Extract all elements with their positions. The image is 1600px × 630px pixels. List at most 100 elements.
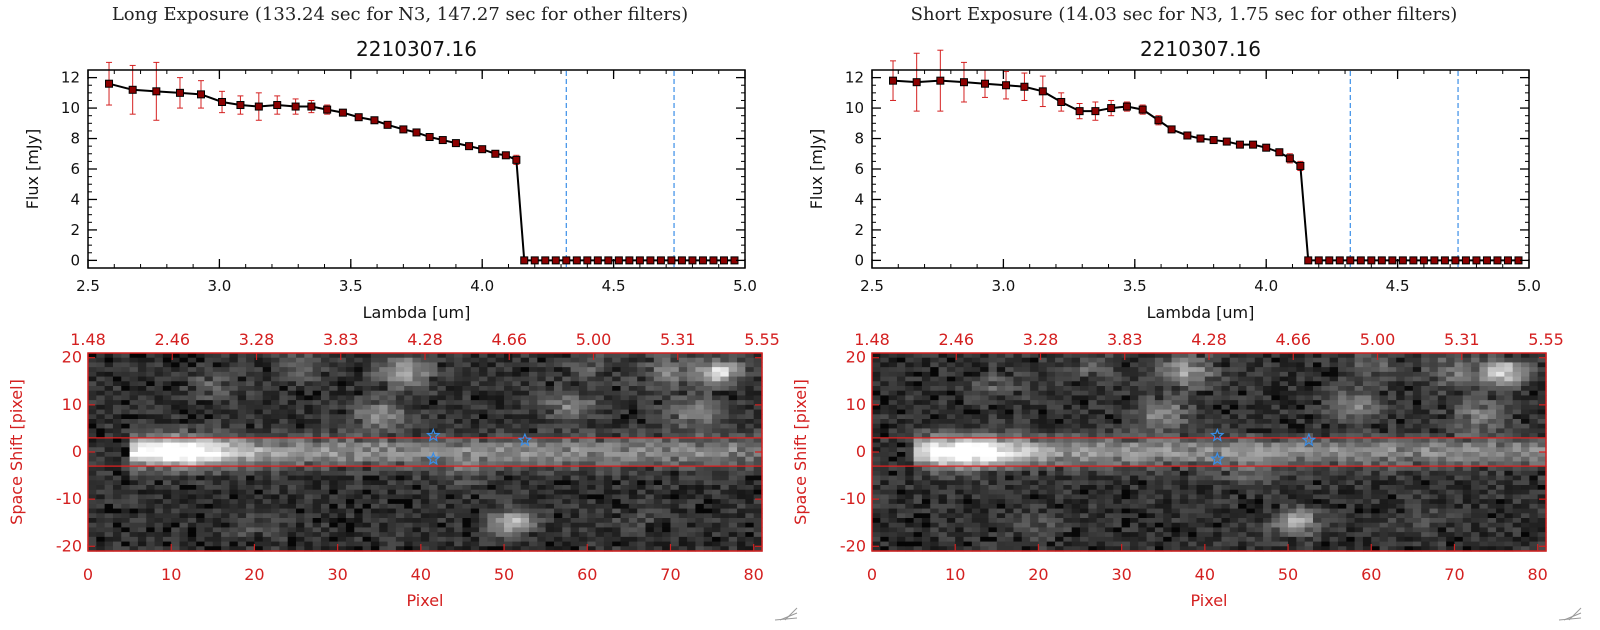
heatmap-cell — [553, 404, 563, 411]
heatmap-cell — [703, 536, 713, 543]
heatmap-cell — [988, 404, 998, 411]
heatmap-cell — [913, 376, 923, 382]
heatmap-cell — [470, 503, 480, 510]
heatmap-cell — [271, 508, 280, 514]
heatmap-cell — [1038, 362, 1048, 368]
heatmap-cell — [955, 414, 965, 420]
heatmap-cell — [570, 414, 580, 420]
heatmap-cell — [437, 390, 447, 397]
heatmap-cell — [938, 437, 948, 444]
heatmap-cell — [271, 400, 280, 406]
heatmap-cell — [980, 423, 990, 430]
heatmap-cell — [595, 437, 605, 444]
flux-point — [1183, 131, 1192, 140]
heatmap-cell — [703, 494, 713, 500]
heatmap-cell — [112, 437, 122, 444]
heatmap-cell — [354, 536, 364, 543]
heatmap-cell — [905, 508, 915, 514]
heatmap-cell — [196, 532, 206, 538]
heatmap-cell — [137, 485, 147, 491]
heatmap-cell — [420, 475, 430, 481]
heatmap-cell — [329, 466, 339, 472]
heatmap-cell — [946, 466, 956, 472]
heatmap-cell — [470, 518, 480, 524]
heatmap-cell — [329, 475, 339, 481]
heatmap-cell — [753, 536, 763, 543]
heatmap-cell — [587, 456, 597, 463]
heatmap-cell — [88, 371, 97, 378]
heatmap-cell — [395, 376, 405, 382]
heatmap-cell — [88, 489, 97, 496]
heatmap-cell — [578, 489, 588, 496]
resize-grip-icon[interactable] — [774, 607, 798, 621]
heatmap-cell — [678, 541, 688, 547]
heatmap-cell — [712, 433, 721, 439]
heatmap-cell — [279, 386, 289, 392]
heatmap-cell — [628, 357, 638, 364]
heatmap-cell — [121, 414, 131, 420]
heatmap-cell — [370, 395, 380, 401]
heatmap-cell — [487, 390, 497, 397]
heatmap-cell — [712, 466, 721, 472]
heatmap-cell — [1055, 494, 1064, 500]
heatmap-cell — [404, 381, 414, 387]
heatmap-cell — [362, 522, 372, 529]
heatmap-cell — [221, 367, 231, 373]
heatmap-cell — [512, 390, 522, 397]
heatmap-cell — [395, 404, 405, 411]
heatmap-cell — [229, 536, 239, 543]
heatmap-cell — [930, 489, 940, 496]
heatmap-cell — [1030, 461, 1040, 467]
heatmap-cell — [553, 371, 563, 378]
heatmap-cell — [437, 456, 447, 463]
heatmap-cell — [753, 357, 763, 364]
heatmap-cell — [495, 390, 505, 397]
heatmap-cell — [137, 395, 147, 401]
heatmap-cell — [354, 447, 364, 453]
heatmap-cell — [437, 546, 447, 552]
heatmap-cell — [262, 475, 272, 481]
heatmap-cell — [221, 442, 231, 448]
heatmap-cell — [905, 499, 915, 505]
heatmap-cell — [296, 381, 305, 387]
heatmap-cell — [271, 527, 280, 533]
heatmap-cell — [562, 362, 572, 368]
heatmap-cell — [470, 395, 480, 401]
heatmap-cell — [1063, 480, 1073, 486]
heatmap-cell — [445, 489, 455, 496]
heatmap-cell — [670, 442, 680, 448]
heatmap-cell — [628, 386, 638, 392]
heatmap-cell — [171, 470, 181, 477]
heatmap-cell — [1063, 466, 1073, 472]
heatmap-cell — [753, 503, 763, 510]
heatmap-cell — [537, 480, 547, 486]
heatmap-cell — [963, 461, 973, 467]
heatmap-cell — [429, 489, 439, 496]
heatmap-cell — [212, 532, 222, 538]
heatmap-cell — [529, 386, 538, 392]
flux-point — [614, 256, 623, 265]
heatmap-cell — [445, 532, 455, 538]
heatmap-cell — [320, 404, 330, 411]
heatmap-cell — [971, 532, 981, 538]
heatmap-cell — [137, 536, 147, 543]
heatmap-cell — [1013, 470, 1023, 477]
heatmap-cell — [1055, 475, 1064, 481]
heatmap-cell — [921, 437, 931, 444]
heatmap-cell — [545, 527, 555, 533]
heatmap-cell — [1030, 522, 1040, 529]
flux-point — [175, 88, 184, 97]
heatmap-cell — [678, 357, 688, 364]
heatmap-cell — [370, 541, 380, 547]
heatmap-cell — [171, 404, 181, 411]
heatmap-cell — [562, 390, 572, 397]
heatmap-cell — [271, 499, 280, 505]
heatmap-cell — [462, 437, 472, 444]
image-x-tick-label: 80 — [743, 565, 763, 584]
heatmap-cell — [1021, 428, 1031, 434]
heatmap-cell — [946, 390, 956, 397]
heatmap-cell — [988, 381, 998, 387]
heatmap-cell — [628, 419, 638, 425]
heatmap-cell — [645, 447, 655, 453]
heatmap-cell — [595, 522, 605, 529]
